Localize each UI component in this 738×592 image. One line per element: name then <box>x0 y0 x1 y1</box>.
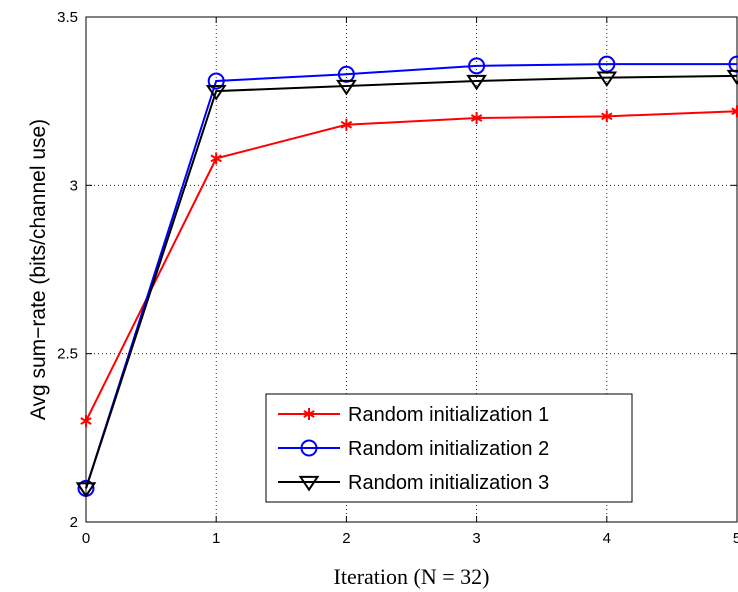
x-tick-label: 4 <box>603 530 611 547</box>
legend-entry-1: Random initialization 1 <box>278 404 549 426</box>
asterisk-marker <box>601 110 613 123</box>
series-2 <box>77 55 738 497</box>
asterisk-marker <box>80 415 92 427</box>
triangle-marker <box>596 71 618 88</box>
x-tick-label: 0 <box>82 530 90 547</box>
series-line <box>85 63 737 489</box>
x-axis-title: Iteration (N = 32) <box>334 564 490 589</box>
axis-ticks <box>85 16 738 523</box>
legend-entry-2: Random initialization 2 <box>278 438 549 460</box>
series-layer <box>75 55 738 498</box>
legend-label: Random initialization 2 <box>348 438 549 460</box>
legend-entry-3: Random initialization 3 <box>278 472 549 494</box>
triangle-marker <box>298 475 320 492</box>
series-1 <box>80 105 738 427</box>
legend-label: Random initialization 3 <box>348 472 549 494</box>
y-tick-label: 2.5 <box>57 346 78 363</box>
y-tick-label: 3.5 <box>57 9 78 26</box>
series-3 <box>75 69 738 498</box>
triangle-marker <box>205 84 227 101</box>
x-tick-label: 3 <box>472 530 480 547</box>
circle-marker <box>300 439 318 457</box>
series-line <box>85 74 738 489</box>
y-tick-labels: 2 2.5 3 3.5 <box>57 9 78 531</box>
asterisk-marker <box>340 118 353 131</box>
triangle-marker <box>466 74 487 91</box>
asterisk-marker <box>303 408 315 420</box>
x-tick-label: 5 <box>733 530 738 547</box>
triangle-marker <box>726 69 738 86</box>
triangle-marker <box>336 79 357 96</box>
y-tick-label: 2 <box>70 514 78 531</box>
asterisk-marker <box>470 112 483 124</box>
series-line <box>85 110 738 422</box>
x-tick-labels: 0 1 2 3 4 5 <box>82 530 738 547</box>
legend: Random initialization 1 Random initializa… <box>265 393 633 503</box>
circle-marker <box>468 57 486 75</box>
x-tick-label: 2 <box>342 530 350 547</box>
plot-frame <box>85 16 738 523</box>
y-axis-title: Avg sum−rate (bits/channel use) <box>27 119 50 420</box>
circle-marker <box>207 72 225 90</box>
triangle-marker <box>75 482 97 498</box>
legend-label: Random initialization 1 <box>348 404 549 426</box>
asterisk-marker <box>210 152 222 165</box>
x-tick-label: 1 <box>212 530 220 547</box>
asterisk-marker <box>731 105 738 118</box>
y-tick-label: 3 <box>70 177 78 194</box>
